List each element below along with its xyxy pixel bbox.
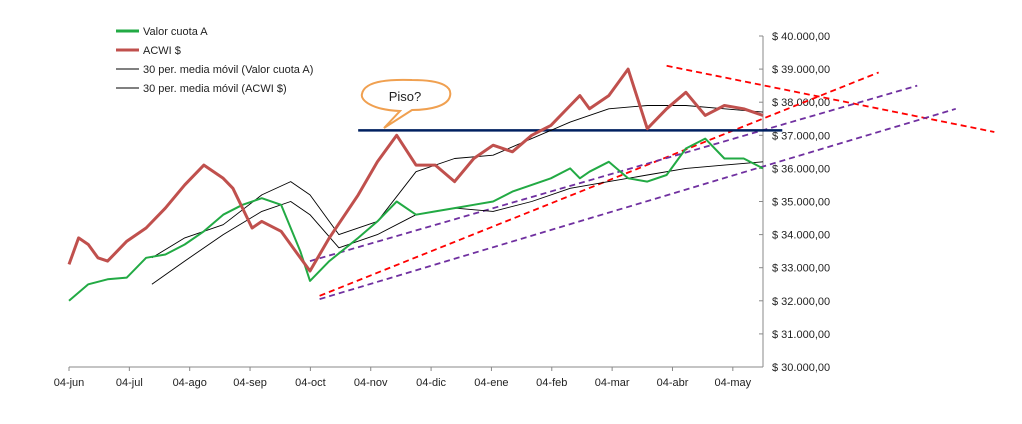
y-tick-label: $ 37.000,00 xyxy=(772,130,830,142)
y-tick-label: $ 33.000,00 xyxy=(772,263,830,275)
legend-label: ACWI $ xyxy=(143,45,181,57)
x-tick-label: 04-jun xyxy=(54,377,85,389)
x-tick-label: 04-abr xyxy=(657,377,689,389)
legend-label: 30 per. media móvil (Valor cuota A) xyxy=(143,64,313,76)
series-line xyxy=(68,137,764,302)
x-tick-label: 04-jul xyxy=(116,377,143,389)
x-tick-label: 04-oct xyxy=(295,377,326,389)
trend-line xyxy=(666,64,995,133)
trend-lines xyxy=(309,64,995,301)
y-tick-label: $ 40.000,00 xyxy=(772,31,830,43)
callout-text: Piso? xyxy=(389,89,422,104)
series-line xyxy=(151,105,764,259)
x-tick-label: 04-dic xyxy=(416,377,446,389)
trend-line xyxy=(319,107,957,301)
trend-line xyxy=(309,84,918,262)
x-tick-label: 04-ene xyxy=(474,377,508,389)
x-tick-label: 04-feb xyxy=(536,377,567,389)
y-tick-label: $ 31.000,00 xyxy=(772,329,830,341)
series-line xyxy=(67,67,764,273)
legend: Valor cuota A ACWI $ 30 per. media móvil (… xyxy=(116,26,313,95)
y-tick-label: $ 39.000,00 xyxy=(772,64,830,76)
y-tick-label: $ 36.000,00 xyxy=(772,163,830,175)
series-lines xyxy=(67,67,764,302)
y-axis: $ 30.000,00 $ 31.000,00 $ 32.000,00 $ 33.00… xyxy=(759,31,830,374)
trend-line xyxy=(319,71,880,297)
x-tick-label: 04-ago xyxy=(173,377,207,389)
x-tick-label: 04-may xyxy=(714,377,751,389)
x-tick-label: 04-sep xyxy=(233,377,267,389)
callout-bubble xyxy=(360,78,452,129)
y-tick-label: $ 32.000,00 xyxy=(772,296,830,308)
legend-label: Valor cuota A xyxy=(143,26,208,38)
legend-label: 30 per. media móvil (ACWI $) xyxy=(143,83,287,95)
y-tick-label: $ 38.000,00 xyxy=(772,97,830,109)
x-tick-label: 04-nov xyxy=(354,377,388,389)
y-tick-label: $ 35.000,00 xyxy=(772,197,830,209)
y-tick-label: $ 30.000,00 xyxy=(772,362,830,374)
callout: Piso? xyxy=(360,78,452,129)
y-tick-label: $ 34.000,00 xyxy=(772,230,830,242)
x-tick-label: 04-mar xyxy=(595,377,630,389)
x-axis: 04-jun 04-jul 04-ago 04-sep 04-oct 04-nov 04-d… xyxy=(54,366,763,389)
